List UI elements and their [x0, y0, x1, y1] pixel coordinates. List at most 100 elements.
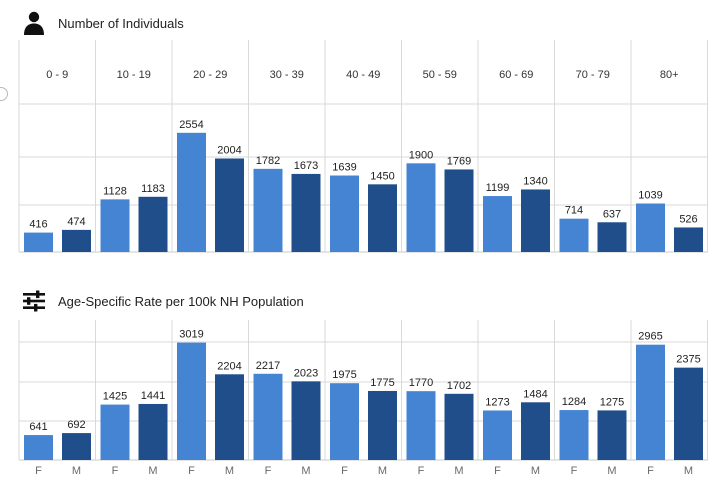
data-label: 1128 [103, 185, 127, 197]
bar-m [597, 222, 627, 252]
bar-m [62, 229, 91, 252]
bar-f [100, 404, 130, 460]
data-label: 1673 [294, 160, 318, 172]
sex-tick-label: F [418, 465, 425, 477]
bar-m [597, 410, 627, 460]
bar-f [559, 218, 589, 252]
bar-f [406, 163, 436, 252]
data-label: 1975 [332, 369, 356, 381]
bar-f [559, 410, 589, 460]
data-label: 1782 [256, 155, 280, 167]
data-label: 526 [679, 213, 697, 225]
bar-m [291, 173, 321, 252]
bar-f [330, 175, 359, 252]
sex-tick-label: M [531, 465, 540, 477]
data-label: 692 [67, 419, 85, 431]
bar-f [253, 168, 283, 252]
category-tick-label: 10 - 19 [117, 69, 151, 81]
data-label: 1702 [447, 380, 471, 392]
bar-m [444, 393, 474, 460]
data-label: 2554 [179, 119, 203, 131]
bar-m [215, 374, 244, 460]
category-tick-label: 40 - 49 [346, 69, 380, 81]
bar-f [24, 435, 53, 460]
data-label: 1441 [141, 390, 165, 402]
sex-tick-label: F [188, 465, 195, 477]
data-label: 1275 [600, 396, 624, 408]
data-label: 3019 [179, 329, 203, 341]
sex-tick-label: F [112, 465, 119, 477]
category-tick-label: 60 - 69 [499, 69, 533, 81]
bar-f [636, 203, 665, 252]
sex-tick-label: M [607, 465, 616, 477]
data-label: 1775 [370, 377, 394, 389]
category-tick-label: 50 - 59 [423, 69, 457, 81]
bar-f [330, 383, 359, 460]
data-label: 2204 [217, 360, 241, 372]
sex-tick-label: F [265, 465, 272, 477]
data-label: 2965 [638, 331, 662, 343]
bar-f [483, 196, 512, 252]
data-label: 637 [603, 208, 621, 220]
bar-f [100, 199, 130, 252]
sliders-icon [22, 289, 46, 313]
bar-m [138, 196, 168, 252]
data-label: 1769 [447, 155, 471, 167]
data-label: 641 [29, 421, 47, 433]
category-tick-label: 0 - 9 [46, 69, 68, 81]
data-label: 1450 [370, 170, 394, 182]
bar-m [138, 403, 168, 460]
data-label: 1340 [523, 175, 547, 187]
data-label: 416 [29, 219, 47, 231]
data-label: 1199 [486, 182, 510, 194]
bar-f [177, 342, 206, 460]
sex-tick-label: F [35, 465, 42, 477]
bar-m [521, 402, 550, 460]
sex-tick-label: F [647, 465, 654, 477]
data-label: 1273 [485, 396, 509, 408]
bar-m [674, 367, 703, 460]
rate-chart-title: Age-Specific Rate per 100k NH Population [58, 293, 304, 309]
sex-tick-label: M [684, 465, 693, 477]
data-label: 1639 [332, 162, 356, 174]
bar-m [368, 184, 397, 252]
bar-m [291, 381, 321, 460]
data-label: 1770 [409, 377, 433, 389]
sex-tick-label: M [454, 465, 463, 477]
bar-f [483, 410, 512, 460]
data-label: 474 [67, 216, 85, 228]
bar-f [177, 132, 206, 252]
data-label: 2023 [294, 367, 318, 379]
data-label: 1900 [409, 149, 433, 161]
data-label: 1039 [638, 190, 662, 202]
data-label: 2375 [676, 354, 700, 366]
bar-m [368, 390, 397, 460]
bar-m [674, 227, 703, 252]
category-tick-label: 30 - 39 [270, 69, 304, 81]
count-chart-title: Number of Individuals [58, 15, 184, 31]
bar-f [253, 373, 283, 460]
bar-m [62, 433, 91, 460]
bar-m [521, 189, 550, 252]
data-label: 1284 [562, 396, 586, 408]
bar-f [636, 344, 665, 460]
count-section-header: Number of Individuals [0, 11, 184, 35]
sex-tick-label: M [301, 465, 310, 477]
data-label: 1425 [103, 391, 127, 403]
sex-tick-label: M [225, 465, 234, 477]
data-label: 2217 [256, 360, 280, 372]
bar-m [444, 169, 474, 252]
category-tick-label: 70 - 79 [576, 69, 610, 81]
sex-tick-label: F [341, 465, 348, 477]
data-label: 1183 [141, 183, 165, 195]
sex-tick-label: M [72, 465, 81, 477]
sex-tick-label: M [148, 465, 157, 477]
bar-m [215, 158, 244, 252]
data-label: 2004 [217, 144, 241, 156]
category-tick-label: 80+ [660, 69, 679, 81]
person-icon [22, 11, 46, 35]
rate-section-header: Age-Specific Rate per 100k NH Population [0, 289, 304, 313]
bar-f [406, 391, 436, 460]
data-label: 714 [565, 205, 583, 217]
